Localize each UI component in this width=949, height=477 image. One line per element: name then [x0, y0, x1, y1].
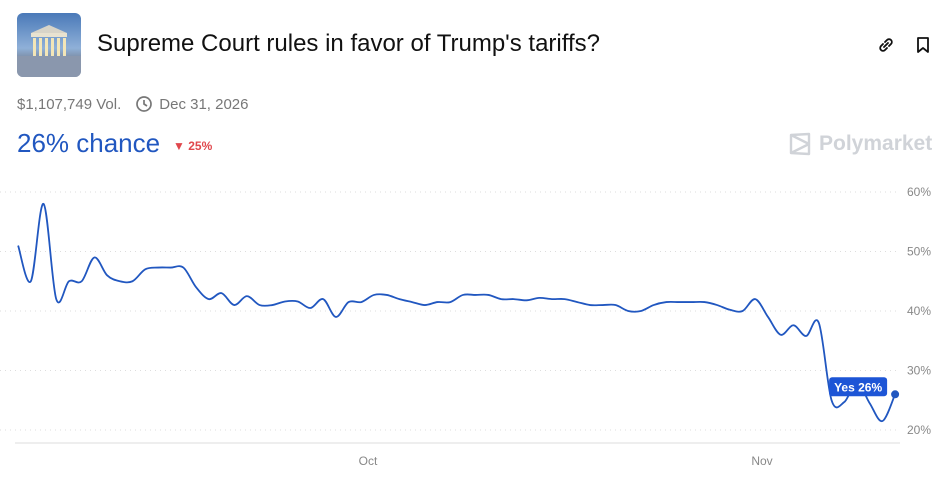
market-meta: $1,107,749 Vol. Dec 31, 2026 — [17, 95, 249, 113]
series-line-yes — [17, 202, 896, 422]
clock-icon — [136, 96, 153, 112]
y-tick-label: 40% — [907, 304, 931, 318]
market-thumbnail — [17, 13, 81, 77]
x-tick-label: Oct — [359, 454, 378, 468]
triangle-down-icon: ▼ — [173, 139, 185, 153]
tooltip-label: Yes 26% — [834, 380, 882, 394]
change-badge: ▼ 25% — [173, 139, 212, 153]
page-title: Supreme Court rules in favor of Trump's … — [97, 30, 601, 57]
volume: $1,107,749 Vol. — [17, 95, 122, 113]
price-chart: 20% 30% 40% 50% 60% Oct Nov Yes 26% — [0, 185, 931, 468]
x-tick-label: Nov — [751, 454, 772, 468]
brand-name: Polymarket — [819, 132, 933, 155]
polymarket-logo-icon — [789, 132, 811, 156]
y-tick-label: 20% — [907, 423, 931, 437]
bookmark-icon[interactable] — [914, 36, 932, 54]
polymarket-logo: Polymarket — [789, 132, 932, 156]
link-icon[interactable] — [877, 36, 895, 54]
chance-value: 26% chance — [17, 128, 161, 158]
change-value: 25% — [188, 139, 213, 153]
last-point-marker — [891, 390, 900, 399]
y-tick-label: 50% — [907, 245, 931, 259]
end-date: Dec 31, 2026 — [159, 95, 249, 113]
tooltip-box — [829, 377, 888, 397]
y-tick-label: 30% — [907, 364, 931, 378]
y-tick-label: 60% — [907, 185, 931, 199]
